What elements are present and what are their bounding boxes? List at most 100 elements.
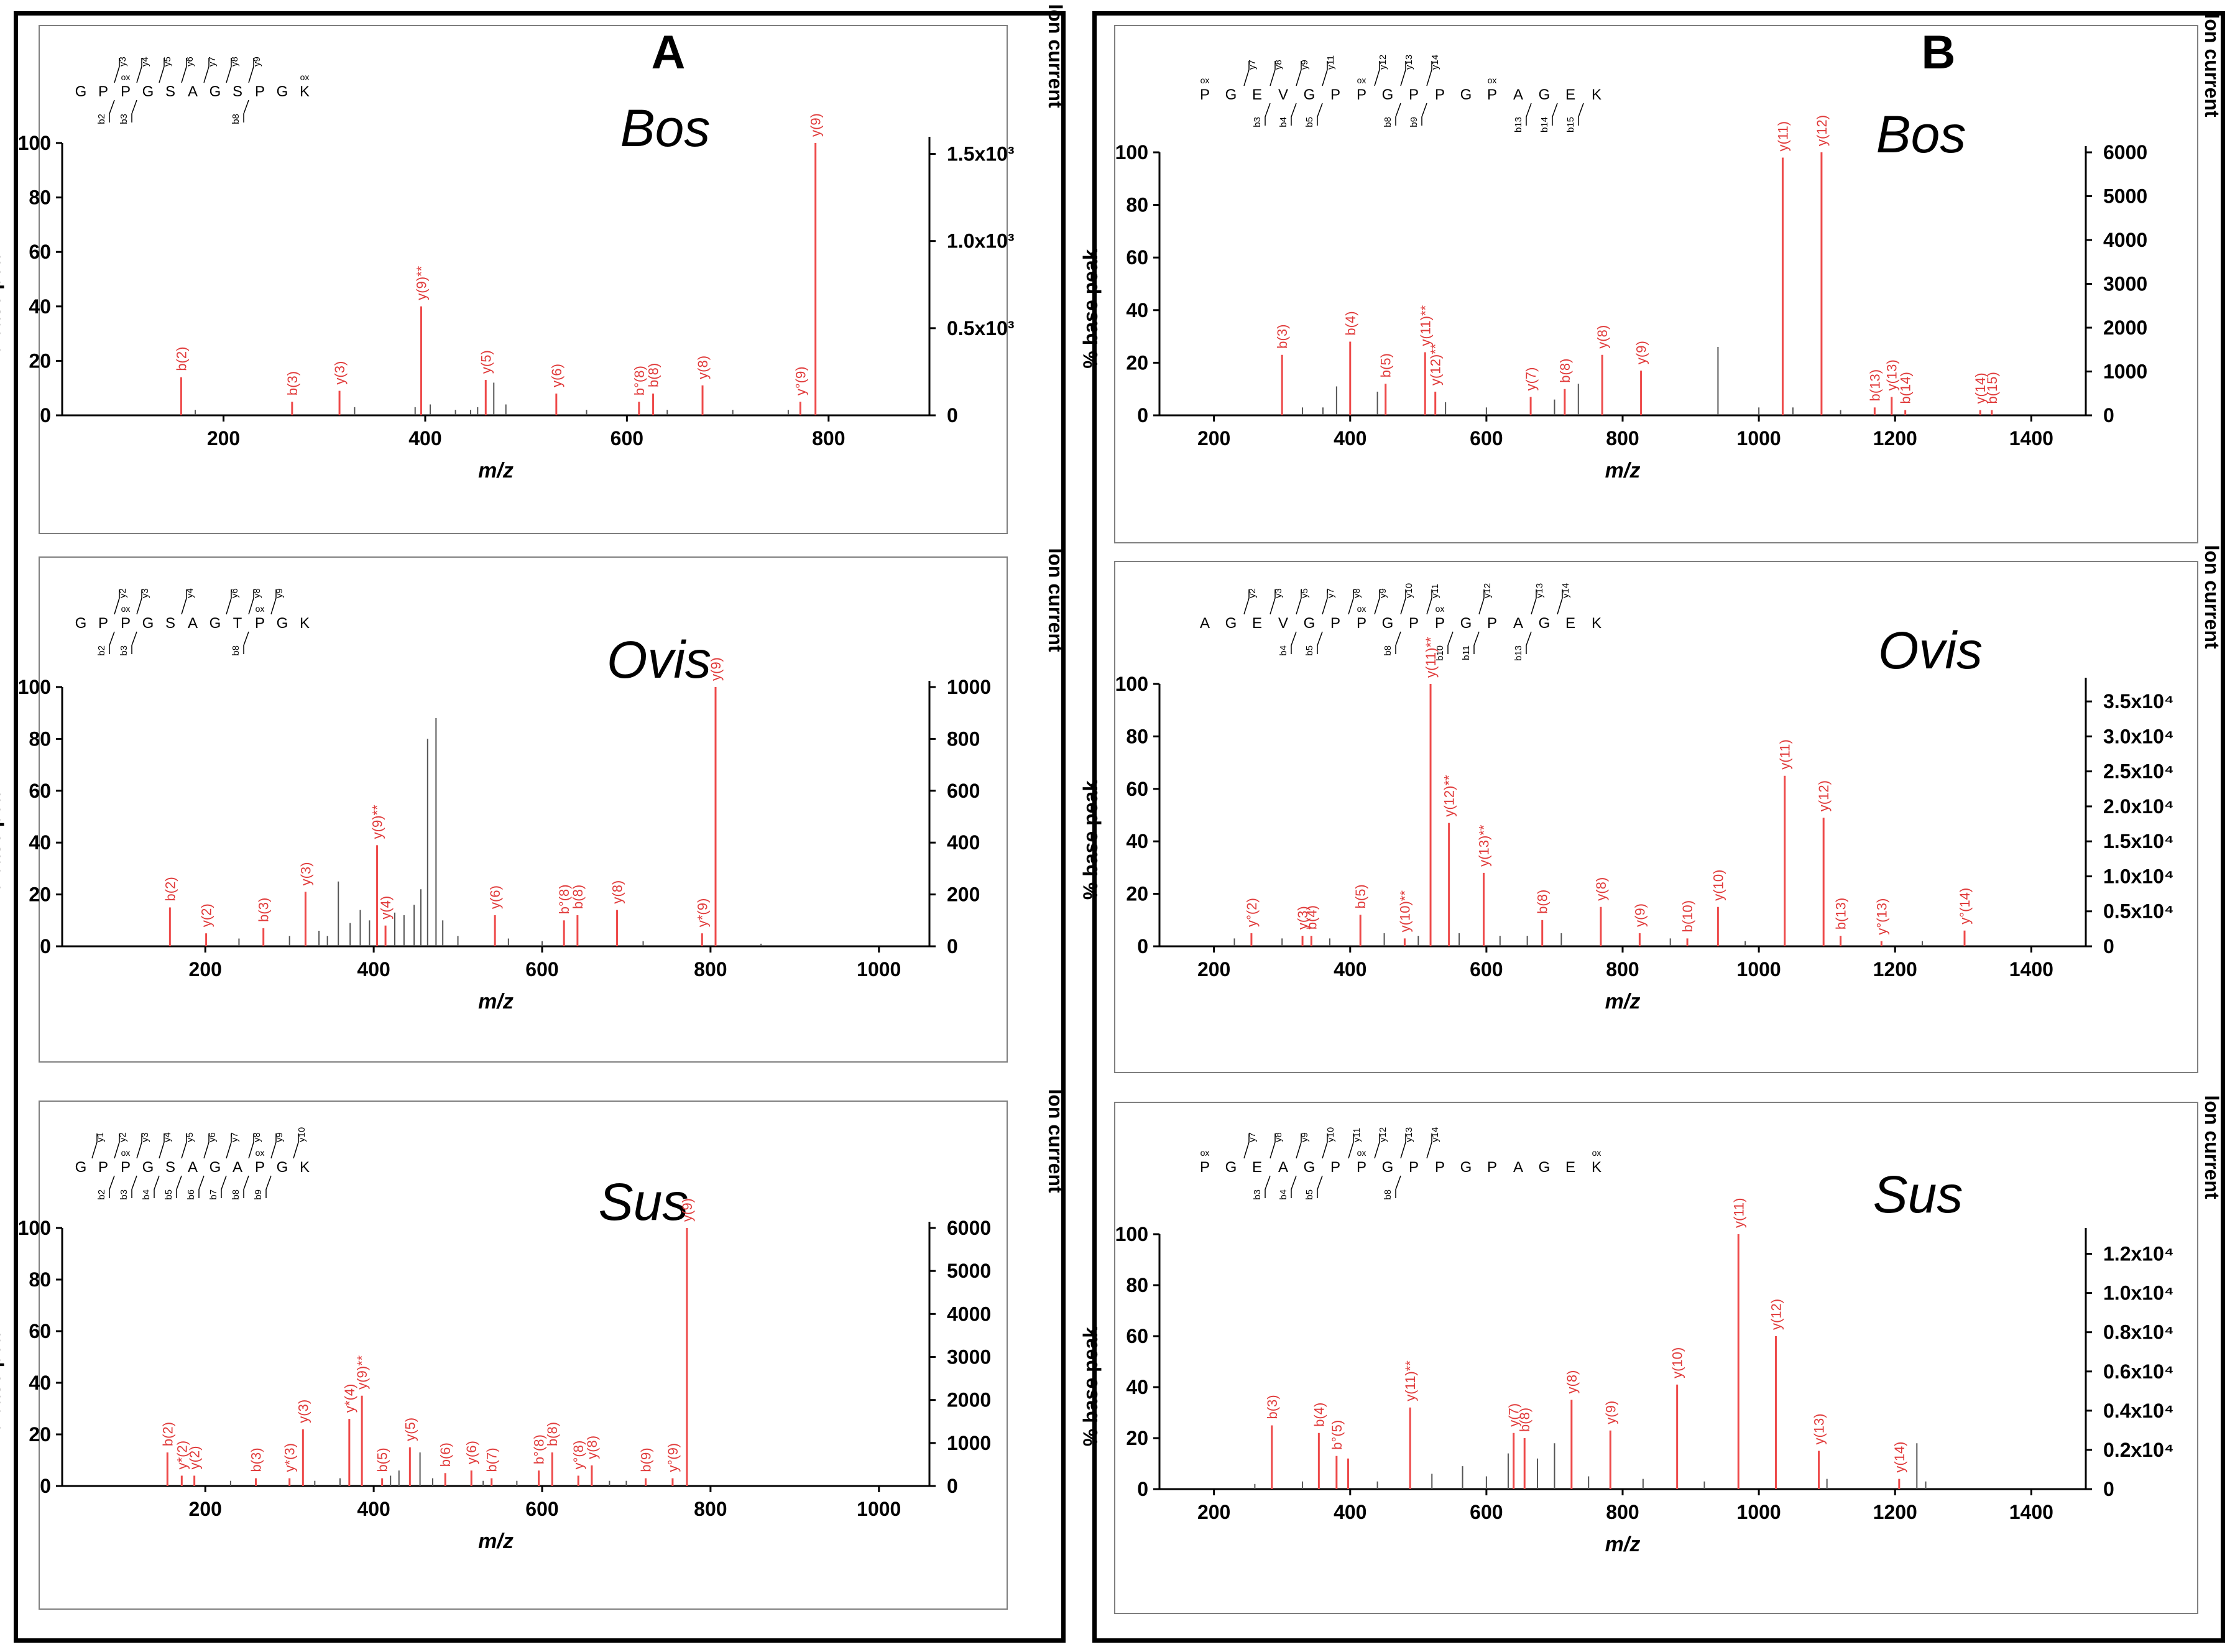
residue: V: [1278, 615, 1288, 632]
peak-label: y(4): [378, 896, 394, 920]
residue: G: [142, 615, 154, 632]
y2-tick-label: 1000: [947, 1432, 991, 1454]
b-ion-cleavage: [109, 631, 115, 654]
residue: P: [121, 1159, 131, 1176]
oxidation-mark: ox: [1357, 604, 1366, 614]
peak-label: b°(8): [632, 366, 647, 395]
y-ion-label: y7: [1325, 588, 1336, 598]
y-tick-label: 80: [1126, 1274, 1148, 1296]
b-ion-cleavage: [176, 1175, 182, 1198]
residue: E: [1565, 86, 1575, 103]
species-label: Ovis: [607, 630, 711, 689]
y-ion-label: y10: [297, 1127, 307, 1142]
peak-label: y°(2): [1244, 898, 1260, 927]
spectrum-B-Sus: [1114, 1102, 2198, 1614]
residue: P: [1330, 86, 1340, 103]
peak-label: y(9): [1632, 903, 1647, 927]
peak-label: y(6): [549, 364, 565, 387]
spectrum-A-Bos: [39, 25, 1008, 534]
x-tick-label: 400: [1334, 1501, 1366, 1523]
residue: P: [1435, 86, 1445, 103]
x-tick-label: 800: [812, 427, 845, 450]
y2-tick-label: 1.0x10³: [947, 230, 1015, 252]
residue: G: [210, 615, 221, 632]
peak-label: y(8): [695, 356, 711, 379]
x-tick-label: 200: [189, 1498, 222, 1520]
y-tick-label: 0: [40, 404, 51, 427]
b-ion-label: b3: [1252, 117, 1263, 127]
x-tick-label: 600: [1470, 1501, 1503, 1523]
residue: S: [165, 615, 175, 632]
y-ion-cleavage: [1322, 589, 1328, 615]
peak-label: y(8): [1564, 1370, 1580, 1394]
residue: P: [255, 1159, 265, 1176]
x-tick-label: 800: [1606, 1501, 1639, 1523]
peak-label: b(9): [638, 1447, 654, 1472]
y-ion-cleavage: [159, 1133, 165, 1159]
b-ion-label: b5: [164, 1189, 174, 1200]
y-ion-cleavage: [1557, 589, 1563, 615]
oxidation-mark: ox: [1200, 1148, 1210, 1158]
b-ion-label: b13: [1513, 645, 1524, 661]
residue: P: [121, 83, 131, 100]
b-ion-label: b8: [1383, 1189, 1393, 1200]
residue: P: [1357, 615, 1366, 632]
residue: G: [1460, 1159, 1472, 1176]
y-ion-cleavage: [1374, 1133, 1380, 1159]
b-ion-label: b6: [186, 1189, 196, 1200]
y2-tick-label: 5000: [947, 1260, 991, 1282]
b-ion-cleavage: [1526, 103, 1532, 126]
residue: K: [300, 1159, 310, 1176]
y2-tick-label: 5000: [2103, 185, 2147, 208]
peak-label: y(12): [1769, 1299, 1784, 1330]
y-ion-label: y14: [1430, 55, 1440, 70]
y-ion-label: y9: [1299, 60, 1310, 70]
peak-label: b(8): [646, 363, 661, 387]
y-ion-cleavage: [1270, 1133, 1276, 1159]
peak-label: b(4): [1343, 311, 1358, 335]
peak-label: y(12): [1816, 780, 1832, 811]
x-tick-label: 400: [357, 958, 390, 981]
y2-axis-title: Ion current: [2201, 1095, 2223, 1199]
b-ion-label: b8: [231, 645, 241, 656]
y-ion-cleavage: [1400, 1133, 1406, 1159]
b-ion-cleavage: [131, 1175, 137, 1198]
b-ion-label: b2: [96, 114, 107, 124]
peak-label: y(8): [1595, 325, 1610, 349]
residue: G: [142, 83, 154, 100]
peak-label: y(12)**: [1428, 343, 1444, 385]
y2-axis-title: Ion current: [2201, 545, 2223, 648]
peak-label: y(9): [708, 657, 724, 681]
y2-tick-label: 2000: [2103, 316, 2147, 339]
y-ion-cleavage: [1243, 61, 1250, 86]
y-ion-label: y13: [1534, 583, 1545, 598]
peak-label: y°(9): [665, 1443, 681, 1472]
y-tick-label: 40: [1126, 1376, 1148, 1398]
y-tick-label: 20: [29, 884, 51, 906]
y-tick-label: 40: [1126, 299, 1148, 321]
residue: A: [188, 615, 198, 632]
peak-label: y(2): [187, 1446, 203, 1470]
residue: E: [1565, 1159, 1575, 1176]
peak-label: b(5): [375, 1447, 390, 1472]
residue: P: [1409, 615, 1419, 632]
peak-label: y(11): [1731, 1198, 1746, 1229]
y-ion-cleavage: [1296, 61, 1302, 86]
y-ion-label: y6: [229, 588, 240, 598]
y-axis-title: % base peak: [1079, 780, 1102, 900]
b-ion-label: b4: [1278, 1189, 1289, 1200]
peak-label: y(14): [1973, 372, 1988, 404]
y-tick-label: 80: [29, 1268, 51, 1291]
residue: G: [1382, 615, 1394, 632]
y-ion-label: y6: [185, 57, 195, 67]
peak-label: b(8): [545, 1422, 560, 1446]
oxidation-mark: ox: [121, 604, 131, 614]
y-ion-cleavage: [1270, 589, 1276, 615]
y-tick-label: 60: [1126, 246, 1148, 269]
y-ion-cleavage: [248, 58, 254, 83]
y-ion-label: y11: [1430, 584, 1440, 598]
residue: G: [210, 83, 221, 100]
